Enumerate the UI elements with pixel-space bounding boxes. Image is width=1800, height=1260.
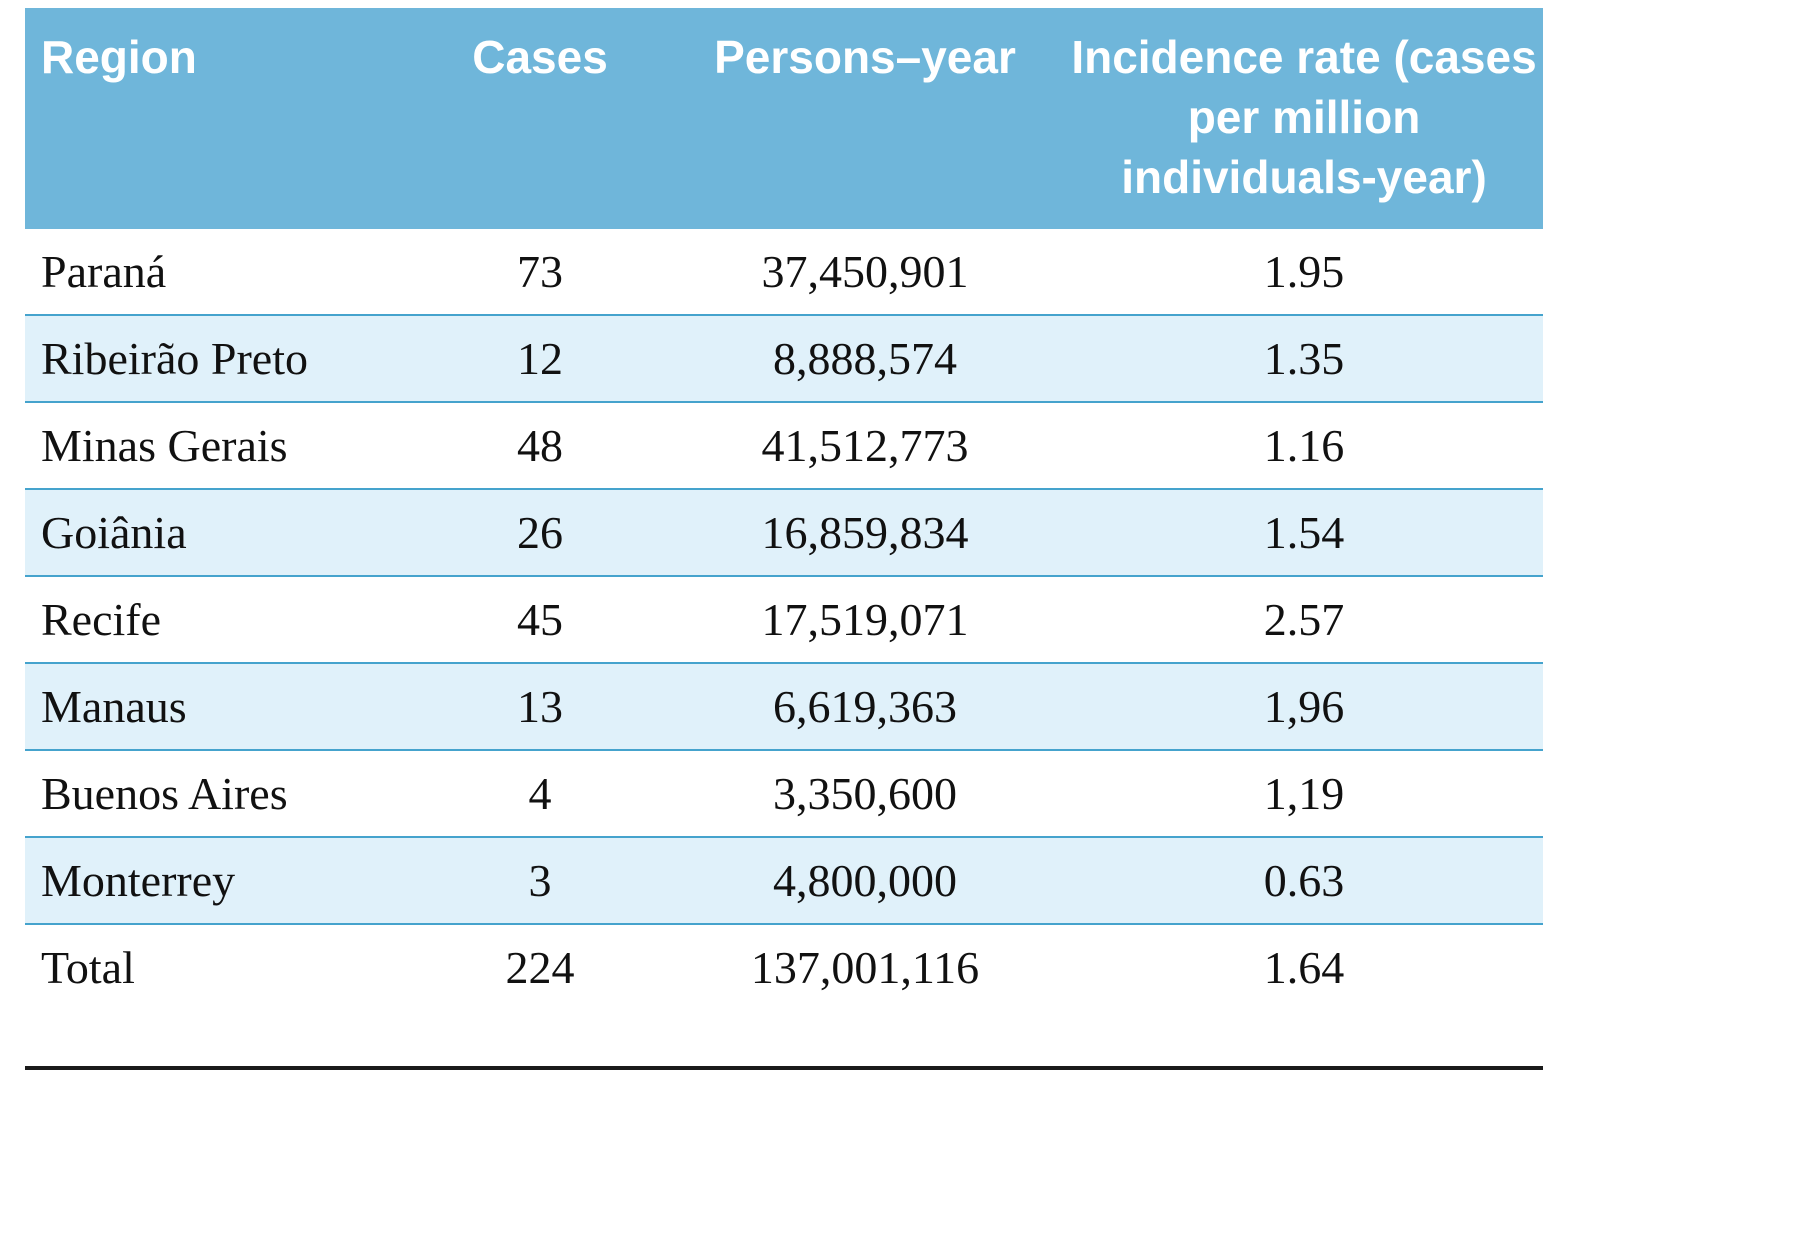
table-row: Recife 45 17,519,071 2.57 [25, 577, 1543, 663]
cell-region: Ribeirão Preto [41, 333, 308, 385]
cell-persons-year: 17,519,071 [761, 594, 969, 646]
column-header-cases: Cases [472, 31, 608, 83]
table-header-row: Region Cases Persons–year Incidence rate… [25, 8, 1543, 230]
cell-cases: 3 [528, 855, 552, 907]
cell-cases: 48 [517, 420, 563, 472]
cell-region: Recife [41, 594, 162, 646]
cell-persons-year: 16,859,834 [761, 507, 969, 559]
table-row: Ribeirão Preto 12 8,888,574 1.35 [25, 314, 1543, 404]
cell-persons-year: 37,450,901 [761, 246, 969, 298]
cell-cases: 12 [517, 333, 563, 385]
table-body: Paraná 73 37,450,901 1.95 Ribeirão Preto… [25, 229, 1543, 1011]
cell-persons-year: 137,001,116 [750, 942, 980, 994]
cell-persons-year: 8,888,574 [773, 333, 957, 385]
cell-region: Manaus [41, 681, 187, 733]
table-row: Manaus 13 6,619,363 1,96 [25, 662, 1543, 752]
cell-cases: 224 [505, 942, 575, 994]
cell-persons-year: 3,350,600 [773, 768, 957, 820]
table-bottom-rule [25, 1066, 1543, 1071]
cell-incidence-rate: 1,96 [1263, 681, 1345, 733]
cell-region: Total [41, 942, 135, 994]
cell-persons-year: 6,619,363 [773, 681, 957, 733]
cell-incidence-rate: 1.95 [1263, 246, 1345, 298]
cell-region: Paraná [41, 246, 167, 298]
table-row: Buenos Aires 4 3,350,600 1,19 [25, 751, 1543, 837]
column-header-region: Region [41, 31, 197, 83]
cell-region: Monterrey [41, 855, 236, 907]
cell-cases: 45 [517, 594, 563, 646]
table-row: Paraná 73 37,450,901 1.95 [25, 229, 1543, 315]
table-row: Total 224 137,001,116 1.64 [25, 925, 1543, 1011]
cell-incidence-rate: 1.16 [1263, 420, 1345, 472]
cell-cases: 4 [528, 768, 552, 820]
table-row: Goiânia 26 16,859,834 1.54 [25, 488, 1543, 578]
table-row: Monterrey 3 4,800,000 0.63 [25, 836, 1543, 926]
cell-incidence-rate: 1,19 [1263, 768, 1345, 820]
cell-region: Minas Gerais [41, 420, 288, 472]
cell-cases: 73 [517, 246, 563, 298]
cell-persons-year: 41,512,773 [761, 420, 969, 472]
cell-incidence-rate: 0.63 [1263, 855, 1345, 907]
cell-cases: 13 [517, 681, 563, 733]
column-header-persons-year: Persons–year [714, 31, 1016, 83]
cell-persons-year: 4,800,000 [773, 855, 957, 907]
cell-cases: 26 [517, 507, 563, 559]
cell-incidence-rate: 1.54 [1263, 507, 1345, 559]
cell-incidence-rate: 1.35 [1263, 333, 1345, 385]
incidence-table: Region Cases Persons–year Incidence rate… [25, 8, 1543, 1071]
cell-incidence-rate: 2.57 [1263, 594, 1345, 646]
column-header-incidence-rate: Incidence rate (cases per million indivi… [1071, 31, 1537, 203]
cell-incidence-rate: 1.64 [1263, 942, 1345, 994]
table-row: Minas Gerais 48 41,512,773 1.16 [25, 403, 1543, 489]
cell-region: Goiânia [41, 507, 187, 559]
cell-region: Buenos Aires [41, 768, 288, 820]
